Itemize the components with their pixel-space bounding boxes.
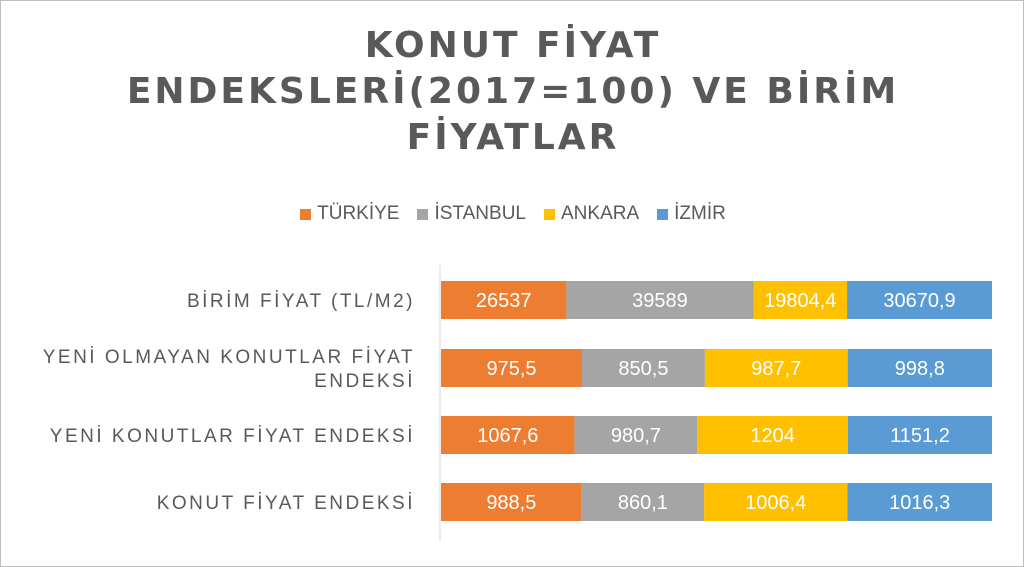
bar-segment-türki̇ye	[441, 281, 567, 319]
legend-swatch	[417, 208, 429, 220]
category-label: ENDEKSİ	[314, 371, 415, 392]
data-label: 1151,2	[890, 425, 950, 447]
legend-item-izmir: İZMİR	[657, 203, 726, 225]
data-label: 998,8	[895, 358, 945, 380]
bar-segment-i̇zmi̇r	[847, 281, 992, 319]
data-label: 975,5	[486, 358, 536, 380]
data-label: 30670,9	[883, 290, 955, 312]
chart-legend: TÜRKİYE İSTANBUL ANKARA İZMİR	[1, 203, 1024, 225]
legend-label: İSTANBUL	[434, 203, 526, 224]
bar-segment-ankara	[704, 483, 848, 521]
category-label: YENİ OLMAYAN KONUTLAR FİYAT	[43, 347, 415, 368]
data-label: 988,5	[486, 492, 536, 514]
bar-segment-türki̇ye	[441, 483, 582, 521]
bar-segment-i̇stanbul	[581, 349, 705, 387]
data-label: 987,7	[751, 358, 801, 380]
data-label: 1067,6	[477, 425, 538, 447]
bar-segment-i̇zmi̇r	[847, 483, 992, 521]
data-label: 1204	[750, 425, 795, 447]
bar-segment-i̇stanbul	[581, 483, 705, 521]
chart-title-line: FİYATLAR	[406, 117, 620, 158]
legend-swatch	[300, 208, 312, 220]
category-labels: BİRİM FİYAT (TL/M2) YENİ OLMAYAN KONUTLAR…	[43, 291, 415, 514]
data-label: 19804,4	[764, 290, 836, 312]
bar-segment-ankara	[697, 416, 848, 454]
data-label: 39589	[632, 290, 688, 312]
bar-group: 26537 39589 19804,4 30670,9 975,5 850,5 987,7 9…	[441, 281, 992, 521]
data-label: 26537	[476, 290, 532, 312]
bar-segment-i̇stanbul	[574, 416, 698, 454]
data-label: 850,5	[618, 358, 668, 380]
bar-segment-i̇stanbul	[566, 281, 754, 319]
legend-swatch	[657, 208, 669, 220]
data-label: 980,7	[611, 425, 661, 447]
bar-segment-türki̇ye	[441, 416, 575, 454]
category-label: BİRİM FİYAT (TL/M2)	[187, 291, 415, 312]
legend-label: İZMİR	[674, 203, 726, 224]
bar-segment-ankara	[704, 349, 848, 387]
legend-label: TÜRKİYE	[317, 203, 400, 224]
data-label: 860,1	[618, 492, 668, 514]
data-label: 1016,3	[889, 492, 950, 514]
chart-title: KONUT FİYAT ENDEKSLERİ(2017=100) VE BİRİ…	[1, 23, 1024, 161]
bar-segment-i̇zmi̇r	[847, 349, 992, 387]
legend-item-ankara: ANKARA	[544, 203, 639, 225]
chart-title-line: KONUT FİYAT	[364, 25, 662, 66]
data-label: 1006,4	[745, 492, 806, 514]
legend-item-istanbul: İSTANBUL	[417, 203, 526, 225]
category-label: KONUT FİYAT ENDEKSİ	[157, 493, 415, 514]
bar-segment-türki̇ye	[441, 349, 582, 387]
legend-label: ANKARA	[561, 203, 640, 224]
legend-swatch	[544, 208, 555, 220]
bar-segment-ankara	[753, 281, 848, 319]
category-label: YENİ KONUTLAR FİYAT ENDEKSİ	[50, 426, 415, 447]
legend-item-turkiye: TÜRKİYE	[300, 203, 399, 225]
chart-title-line: ENDEKSLERİ(2017=100) VE BİRİM	[126, 71, 900, 112]
bar-segment-i̇zmi̇r	[847, 416, 992, 454]
